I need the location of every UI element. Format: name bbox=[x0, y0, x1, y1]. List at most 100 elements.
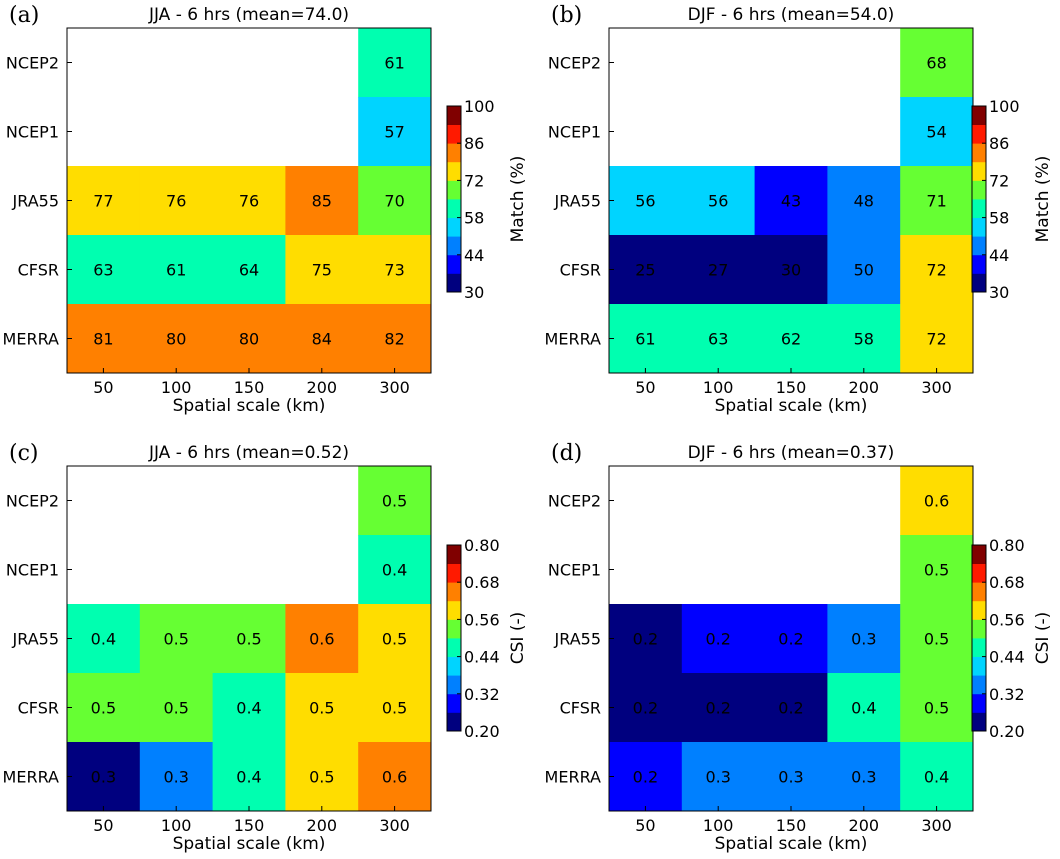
y-tick-label: JRA55 bbox=[12, 192, 60, 211]
cell-value-label: 71 bbox=[926, 192, 946, 211]
panel-letter: (d) bbox=[551, 441, 582, 466]
heatmap-cell bbox=[827, 304, 901, 374]
x-tick-label: 200 bbox=[307, 816, 338, 835]
heatmap-cell bbox=[358, 97, 432, 167]
heatmap-cell bbox=[358, 466, 432, 536]
cell-value-label: 80 bbox=[166, 330, 186, 349]
heatmap-cell bbox=[358, 673, 432, 743]
cell-value-label: 54 bbox=[926, 123, 946, 142]
heatmap-cell bbox=[681, 235, 756, 305]
heatmap-cell bbox=[212, 742, 286, 812]
heatmap-cell bbox=[609, 304, 683, 374]
colorbar-frame bbox=[446, 105, 462, 293]
heatmap-cell bbox=[754, 235, 828, 305]
cell-value-label: 0.5 bbox=[924, 561, 949, 580]
heatmap-cell bbox=[900, 28, 974, 98]
heatmap-cell bbox=[212, 304, 286, 374]
colorbar-segment bbox=[447, 143, 461, 163]
y-tick-label: NCEP2 bbox=[6, 54, 59, 73]
colorbar-segment bbox=[447, 106, 461, 125]
cell-value-label: 72 bbox=[926, 261, 946, 280]
colorbar-segment bbox=[447, 582, 461, 602]
x-tick-label: 200 bbox=[849, 378, 880, 397]
colorbar-tick-label: 44 bbox=[464, 246, 484, 265]
cell-value-label: 0.5 bbox=[163, 630, 188, 649]
heatmap-cell bbox=[681, 673, 756, 743]
colorbar-segment bbox=[447, 199, 461, 218]
y-tick-label: CFSR bbox=[18, 261, 59, 280]
colorbar-tick-label: 0.80 bbox=[989, 536, 1025, 555]
colorbar-segment bbox=[447, 236, 461, 256]
cell-value-label: 0.6 bbox=[309, 630, 334, 649]
heatmap-cell bbox=[827, 673, 901, 743]
colorbar-segment bbox=[447, 161, 461, 181]
colorbar-segment bbox=[447, 656, 461, 676]
cell-value-label: 76 bbox=[166, 192, 186, 211]
heatmap-cell bbox=[900, 235, 974, 305]
colorbar-segment bbox=[972, 563, 986, 583]
cell-value-label: 0.5 bbox=[924, 699, 949, 718]
cell-value-label: 0.3 bbox=[91, 768, 116, 787]
colorbar-tick-label: 0.68 bbox=[464, 573, 500, 592]
colorbar-segment bbox=[447, 124, 461, 144]
colorbar-segment bbox=[972, 180, 986, 200]
cell-value-label: 25 bbox=[635, 261, 655, 280]
cell-value-label: 0.3 bbox=[851, 630, 876, 649]
cell-value-label: 61 bbox=[166, 261, 186, 280]
colorbar-segment bbox=[972, 675, 986, 695]
x-tick-label: 150 bbox=[776, 816, 807, 835]
x-tick-label: 300 bbox=[379, 378, 410, 397]
heatmap-cell bbox=[900, 742, 974, 812]
y-tick-label: NCEP1 bbox=[6, 561, 59, 580]
heatmap-cell bbox=[900, 673, 974, 743]
cell-value-label: 0.5 bbox=[382, 699, 407, 718]
colorbar-tick-label: 0.20 bbox=[989, 722, 1025, 741]
y-tick-label: NCEP1 bbox=[6, 123, 59, 142]
cell-value-label: 0.3 bbox=[705, 768, 730, 787]
x-tick-label: 150 bbox=[776, 378, 807, 397]
cell-value-label: 0.3 bbox=[163, 768, 188, 787]
cell-value-label: 0.2 bbox=[633, 768, 658, 787]
x-tick-label: 50 bbox=[635, 816, 655, 835]
colorbar-label: Match (%) bbox=[1033, 156, 1053, 243]
cell-value-label: 0.5 bbox=[91, 699, 116, 718]
y-tick-label: MERRA bbox=[3, 330, 60, 349]
cell-value-label: 58 bbox=[854, 330, 874, 349]
heatmap-cell bbox=[900, 304, 974, 374]
cell-value-label: 73 bbox=[384, 261, 404, 280]
heatmap-cell bbox=[754, 604, 828, 674]
heatmap-cell bbox=[285, 235, 359, 305]
colorbar-segment bbox=[972, 273, 986, 293]
colorbar-tick-label: 72 bbox=[989, 171, 1009, 190]
x-tick-label: 300 bbox=[921, 378, 952, 397]
x-tick-label: 100 bbox=[703, 816, 734, 835]
cell-value-label: 81 bbox=[93, 330, 113, 349]
colorbar-tick-label: 100 bbox=[989, 97, 1020, 116]
colorbar-segment bbox=[447, 693, 461, 713]
colorbar-segment bbox=[972, 217, 986, 237]
x-tick-label: 100 bbox=[703, 378, 734, 397]
colorbar-segment bbox=[447, 563, 461, 583]
heatmap-cell bbox=[827, 235, 901, 305]
heatmap-cell bbox=[754, 166, 828, 236]
y-tick-label: NCEP1 bbox=[548, 561, 601, 580]
cell-value-label: 0.4 bbox=[382, 561, 407, 580]
heatmap-panel-1: 68 54 56 56 43 48 71 25 27 30 50 72 61 63 62 58 72 NCEP2 N… bbox=[545, 3, 1053, 416]
colorbar-tick-label: 0.44 bbox=[989, 648, 1025, 667]
colorbar-segment bbox=[447, 712, 461, 732]
colorbar-label: CSI (-) bbox=[1033, 612, 1053, 664]
cell-value-label: 0.2 bbox=[778, 699, 803, 718]
cell-value-label: 70 bbox=[384, 192, 404, 211]
heatmap-cell bbox=[358, 166, 432, 236]
colorbar-segment bbox=[447, 600, 461, 620]
x-tick-label: 100 bbox=[161, 816, 192, 835]
heatmap-cell bbox=[358, 304, 432, 374]
cell-value-label: 0.3 bbox=[778, 768, 803, 787]
heatmap-cell bbox=[900, 166, 974, 236]
colorbar-segment bbox=[972, 712, 986, 732]
x-axis-label: Spatial scale (km) bbox=[173, 396, 326, 416]
heatmap-cell bbox=[609, 742, 683, 812]
heatmap-cell bbox=[139, 673, 214, 743]
y-tick-label: CFSR bbox=[560, 261, 601, 280]
cell-value-label: 76 bbox=[239, 192, 259, 211]
